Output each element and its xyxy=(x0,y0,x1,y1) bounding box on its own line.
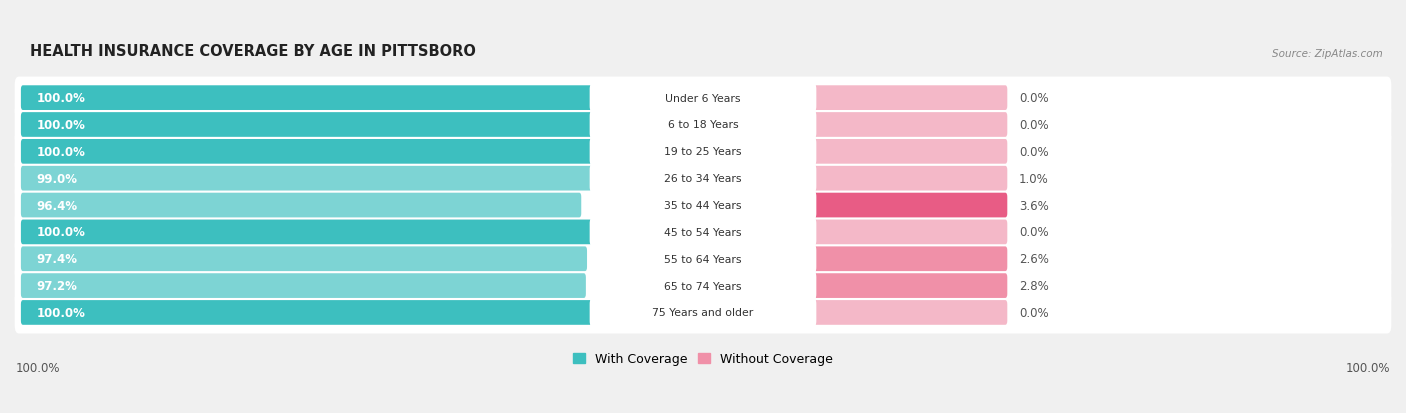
Text: 100.0%: 100.0% xyxy=(37,92,86,105)
FancyBboxPatch shape xyxy=(21,166,596,191)
FancyBboxPatch shape xyxy=(21,113,602,138)
FancyBboxPatch shape xyxy=(14,185,1392,227)
Text: 100.0%: 100.0% xyxy=(37,306,86,319)
Text: 6 to 18 Years: 6 to 18 Years xyxy=(668,120,738,130)
Text: 97.2%: 97.2% xyxy=(37,280,77,292)
FancyBboxPatch shape xyxy=(811,220,1007,244)
FancyBboxPatch shape xyxy=(14,211,1392,253)
Text: Source: ZipAtlas.com: Source: ZipAtlas.com xyxy=(1272,48,1384,58)
FancyBboxPatch shape xyxy=(14,158,1392,200)
FancyBboxPatch shape xyxy=(589,164,817,194)
Legend: With Coverage, Without Coverage: With Coverage, Without Coverage xyxy=(572,352,834,365)
Text: 99.0%: 99.0% xyxy=(37,172,77,185)
FancyBboxPatch shape xyxy=(589,217,817,247)
Text: 3.6%: 3.6% xyxy=(1019,199,1049,212)
FancyBboxPatch shape xyxy=(589,271,817,301)
FancyBboxPatch shape xyxy=(14,104,1392,146)
Text: 100.0%: 100.0% xyxy=(15,361,60,374)
Text: 0.0%: 0.0% xyxy=(1019,306,1049,319)
FancyBboxPatch shape xyxy=(21,247,588,271)
Text: 35 to 44 Years: 35 to 44 Years xyxy=(664,201,742,211)
FancyBboxPatch shape xyxy=(589,190,817,221)
Text: 75 Years and older: 75 Years and older xyxy=(652,308,754,318)
FancyBboxPatch shape xyxy=(811,193,1007,218)
FancyBboxPatch shape xyxy=(811,247,1007,271)
Text: Under 6 Years: Under 6 Years xyxy=(665,93,741,103)
FancyBboxPatch shape xyxy=(811,273,1007,298)
Text: 19 to 25 Years: 19 to 25 Years xyxy=(664,147,742,157)
FancyBboxPatch shape xyxy=(811,166,1007,191)
FancyBboxPatch shape xyxy=(589,244,817,274)
FancyBboxPatch shape xyxy=(21,140,602,164)
FancyBboxPatch shape xyxy=(14,77,1392,119)
Text: 45 to 54 Years: 45 to 54 Years xyxy=(664,227,742,237)
Text: HEALTH INSURANCE COVERAGE BY AGE IN PITTSBORO: HEALTH INSURANCE COVERAGE BY AGE IN PITT… xyxy=(30,43,475,58)
Text: 100.0%: 100.0% xyxy=(37,145,86,159)
Text: 0.0%: 0.0% xyxy=(1019,145,1049,159)
Text: 1.0%: 1.0% xyxy=(1019,172,1049,185)
Text: 100.0%: 100.0% xyxy=(1346,361,1391,374)
FancyBboxPatch shape xyxy=(21,86,602,111)
FancyBboxPatch shape xyxy=(21,220,602,244)
FancyBboxPatch shape xyxy=(14,265,1392,307)
Text: 96.4%: 96.4% xyxy=(37,199,77,212)
FancyBboxPatch shape xyxy=(589,137,817,167)
FancyBboxPatch shape xyxy=(14,238,1392,280)
FancyBboxPatch shape xyxy=(21,193,581,218)
Text: 100.0%: 100.0% xyxy=(37,119,86,132)
Text: 2.8%: 2.8% xyxy=(1019,280,1049,292)
Text: 0.0%: 0.0% xyxy=(1019,226,1049,239)
FancyBboxPatch shape xyxy=(589,298,817,328)
FancyBboxPatch shape xyxy=(21,300,602,325)
FancyBboxPatch shape xyxy=(589,110,817,140)
Text: 100.0%: 100.0% xyxy=(37,226,86,239)
Text: 0.0%: 0.0% xyxy=(1019,92,1049,105)
Text: 0.0%: 0.0% xyxy=(1019,119,1049,132)
FancyBboxPatch shape xyxy=(811,140,1007,164)
FancyBboxPatch shape xyxy=(21,273,586,298)
FancyBboxPatch shape xyxy=(14,131,1392,173)
FancyBboxPatch shape xyxy=(811,113,1007,138)
Text: 26 to 34 Years: 26 to 34 Years xyxy=(664,174,742,184)
Text: 2.6%: 2.6% xyxy=(1019,253,1049,266)
FancyBboxPatch shape xyxy=(811,300,1007,325)
Text: 55 to 64 Years: 55 to 64 Years xyxy=(664,254,742,264)
FancyBboxPatch shape xyxy=(811,86,1007,111)
FancyBboxPatch shape xyxy=(14,292,1392,334)
Text: 97.4%: 97.4% xyxy=(37,253,77,266)
FancyBboxPatch shape xyxy=(589,83,817,114)
Text: 65 to 74 Years: 65 to 74 Years xyxy=(664,281,742,291)
